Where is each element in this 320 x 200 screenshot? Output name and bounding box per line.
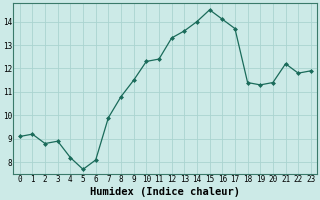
X-axis label: Humidex (Indice chaleur): Humidex (Indice chaleur): [90, 187, 240, 197]
